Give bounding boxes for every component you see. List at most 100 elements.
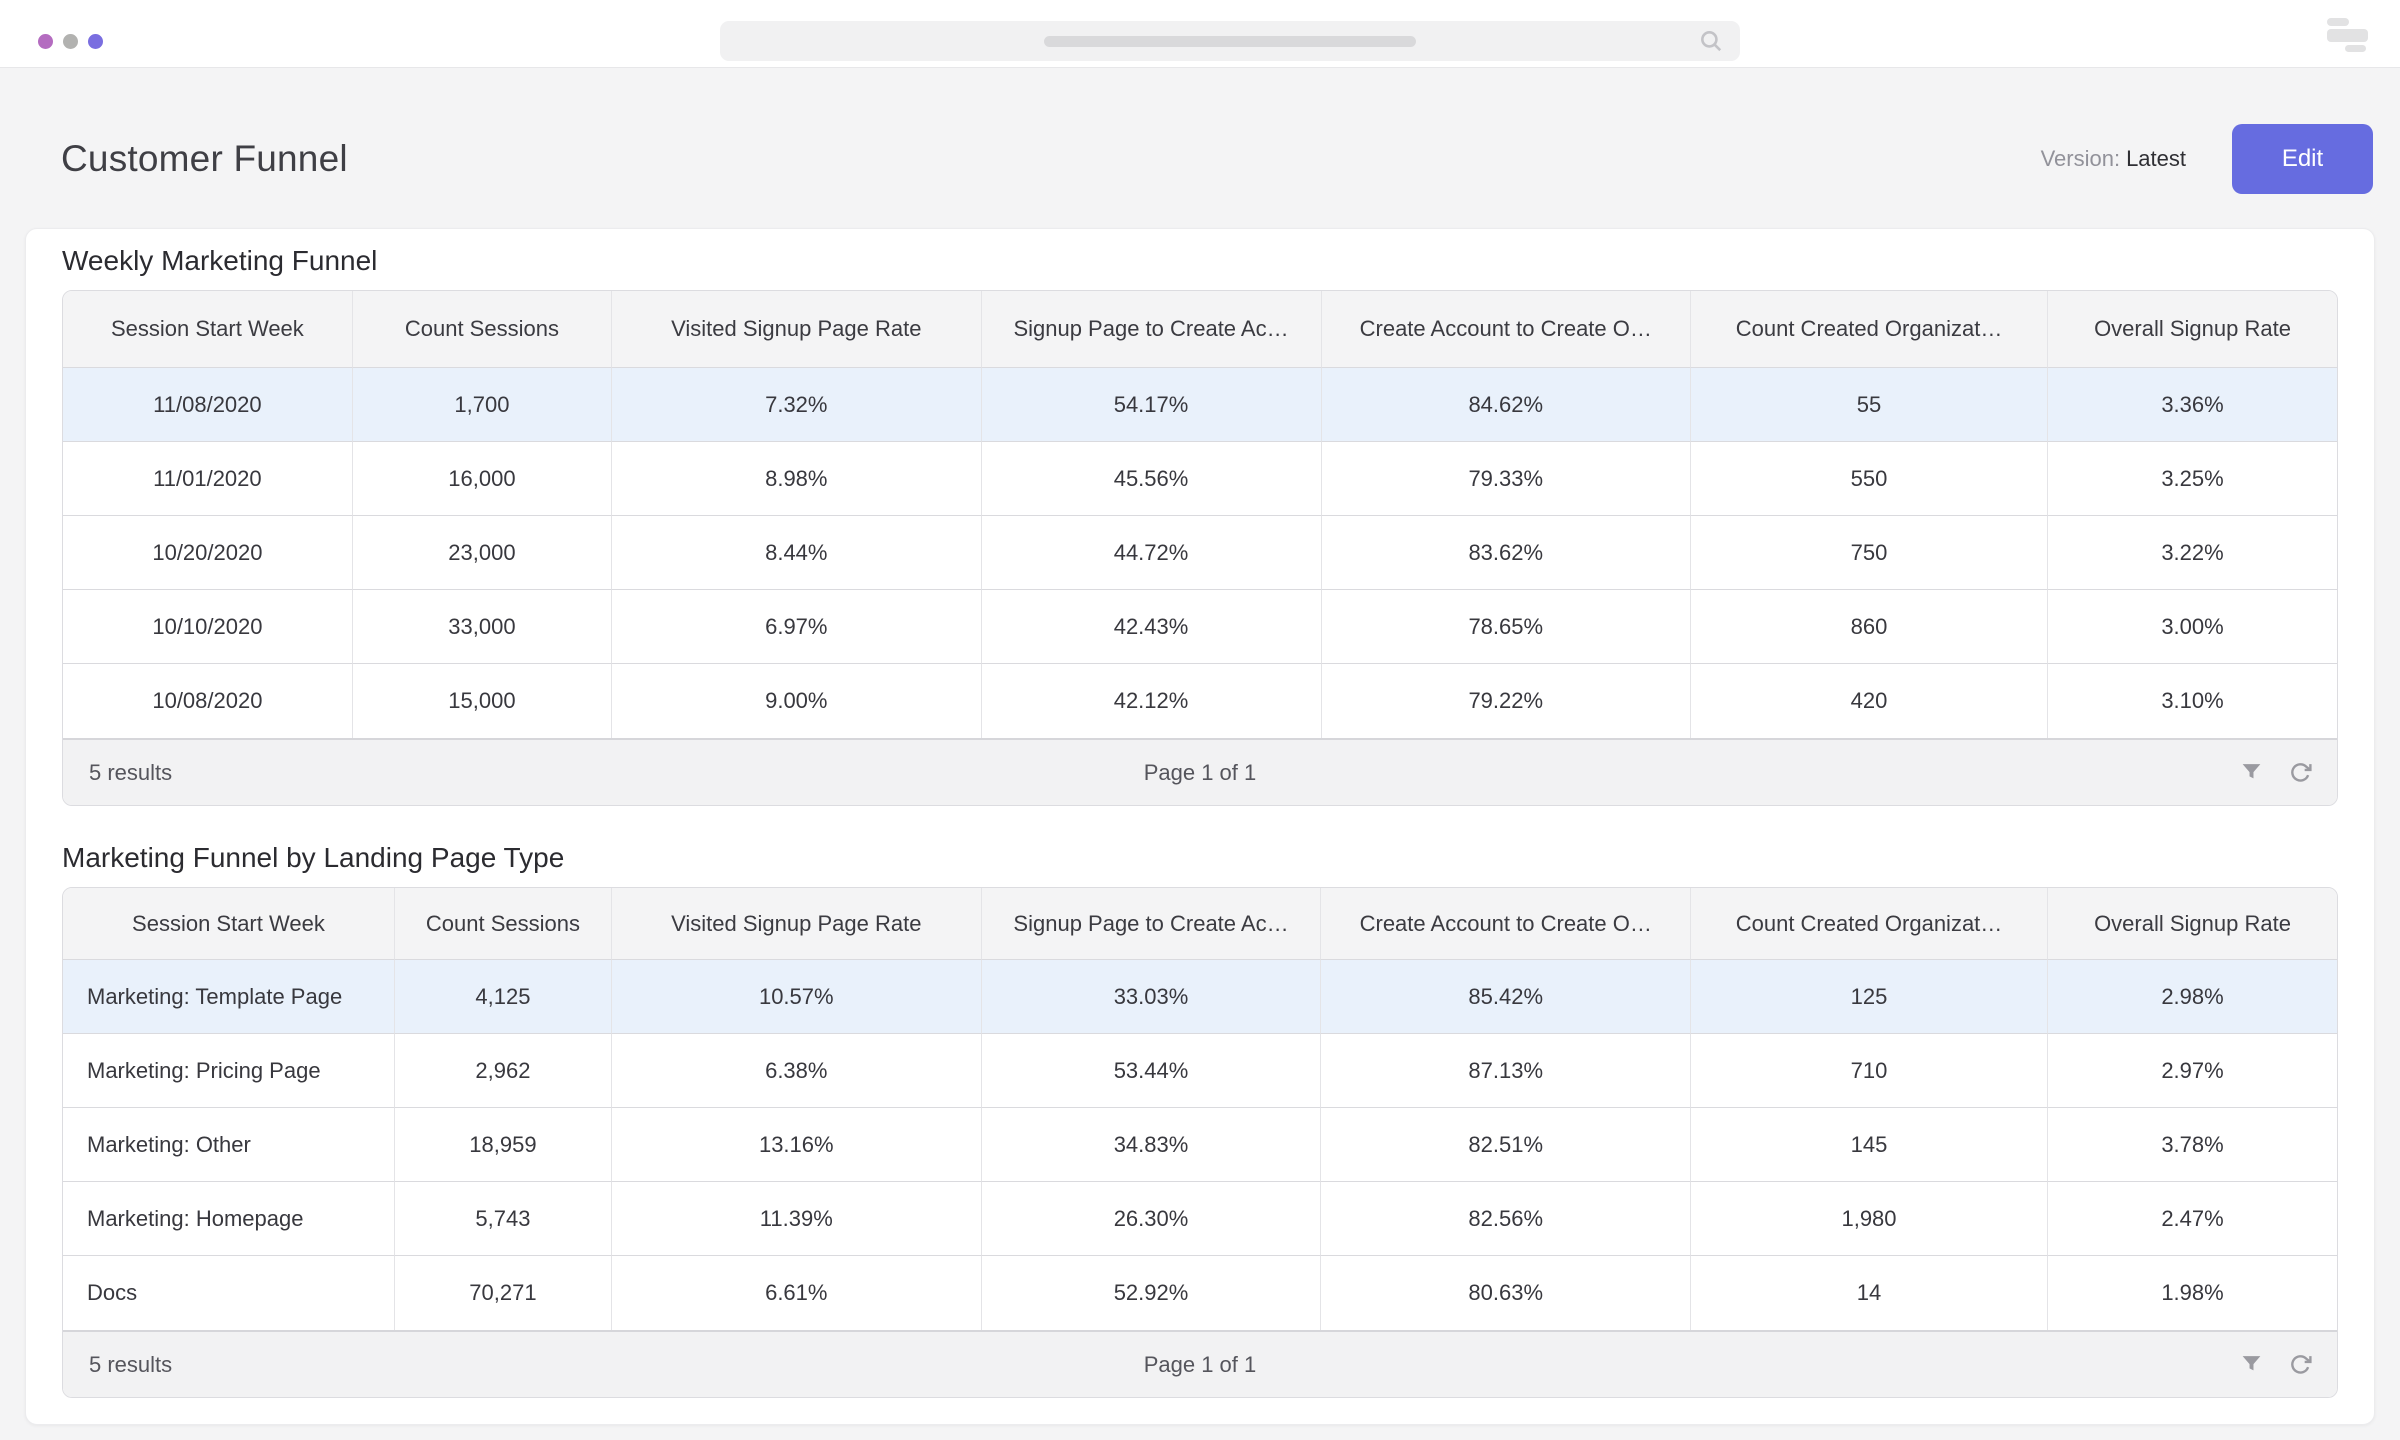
results-count: 5 results bbox=[89, 759, 173, 785]
search-icon[interactable] bbox=[1698, 28, 1724, 54]
window-dot-icon[interactable] bbox=[38, 34, 53, 49]
table-cell: Marketing: Homepage bbox=[63, 1182, 394, 1256]
table-footer: 5 results Page 1 of 1 bbox=[63, 1330, 2337, 1397]
refresh-icon[interactable] bbox=[2288, 760, 2313, 785]
table-cell: 44.72% bbox=[980, 516, 1321, 590]
page-indicator: Page 1 of 1 bbox=[1143, 1351, 1257, 1377]
table-cell: 4,125 bbox=[393, 960, 612, 1034]
table-row[interactable]: 11/08/2020 1,700 7.32% 54.17% 84.62% 55 3.36% bbox=[63, 368, 2337, 442]
table-cell: 3.36% bbox=[2047, 368, 2337, 442]
address-bar[interactable] bbox=[720, 21, 1740, 61]
table-row[interactable]: 10/08/2020 15,000 9.00% 42.12% 79.22% 420 3.10… bbox=[63, 664, 2337, 738]
table-cell: Docs bbox=[87, 1280, 138, 1305]
table-cell: 53.44% bbox=[980, 1034, 1321, 1108]
table-row[interactable]: Marketing: Other 18,959 13.16% 34.83% 82.51%… bbox=[63, 1108, 2337, 1182]
table-cell: 550 bbox=[1690, 442, 2048, 516]
column-header[interactable]: Session Start Week bbox=[63, 888, 394, 960]
page-title: Customer Funnel bbox=[61, 138, 348, 179]
table-row[interactable]: Marketing: Homepage 5,743 11.39% 26.30% 82.5… bbox=[63, 1182, 2337, 1256]
section-title: Weekly Marketing Funnel bbox=[62, 245, 378, 276]
table-cell: Marketing: Template Page bbox=[63, 960, 394, 1034]
table-cell: 8.98% bbox=[611, 442, 981, 516]
table-cell: 33,000 bbox=[351, 590, 612, 664]
table-cell: 42.12% bbox=[980, 664, 1321, 738]
table-cell: 70,271 bbox=[393, 1256, 611, 1330]
table-frame: Session Start Week Count Sessions Visited … bbox=[62, 290, 2338, 806]
table-cell: 11.39% bbox=[611, 1182, 981, 1256]
table-cell: 1.98% bbox=[2047, 1256, 2337, 1330]
column-header[interactable]: Count Created Organizat… bbox=[1690, 291, 2048, 368]
table-cell: 125 bbox=[1690, 960, 2048, 1034]
table-cell: 79.33% bbox=[1320, 442, 1691, 516]
table-cell: 15,000 bbox=[351, 664, 611, 738]
column-header[interactable]: Count Sessions bbox=[351, 291, 612, 368]
landing-page-funnel-table: Session Start Week Count Sessions Visited … bbox=[63, 888, 2337, 1330]
table-cell: 85.42% bbox=[1320, 960, 1690, 1034]
table-cell: 10/08/2020 bbox=[152, 688, 263, 713]
table-cell: 78.65% bbox=[1320, 590, 1691, 664]
table-cell: 11/08/2020 bbox=[63, 368, 352, 442]
table-cell: 33.03% bbox=[980, 960, 1321, 1034]
table-cell: 87.13% bbox=[1320, 1034, 1690, 1108]
refresh-icon[interactable] bbox=[2288, 1352, 2313, 1377]
column-header[interactable]: Session Start Week bbox=[63, 291, 352, 368]
window-dot-icon[interactable] bbox=[63, 34, 78, 49]
table-cell: 6.61% bbox=[611, 1256, 981, 1330]
table-row[interactable]: Docs 70,271 6.61% 52.92% 80.63% 14 1.98% bbox=[63, 1256, 2337, 1330]
table-cell: 55 bbox=[1690, 368, 2048, 442]
page-indicator: Page 1 of 1 bbox=[1143, 759, 1257, 785]
window-dot-icon[interactable] bbox=[88, 34, 103, 49]
window-controls bbox=[38, 34, 103, 49]
table-cell: 82.56% bbox=[1320, 1182, 1690, 1256]
column-header[interactable]: Count Created Organizat… bbox=[1690, 888, 2048, 960]
table-cell: 3.00% bbox=[2047, 590, 2337, 664]
table-row[interactable]: 11/01/2020 16,000 8.98% 45.56% 79.33% 550 3.25… bbox=[63, 442, 2337, 516]
filter-icon[interactable] bbox=[2239, 1352, 2264, 1377]
column-header[interactable]: Signup Page to Create Ac… bbox=[980, 888, 1321, 960]
table-cell: 1,980 bbox=[1690, 1182, 2048, 1256]
table-row[interactable]: 10/20/2020 23,000 8.44% 44.72% 83.62% 750 3.22… bbox=[63, 516, 2337, 590]
table-cell: 13.16% bbox=[611, 1108, 981, 1182]
section-title: Marketing Funnel by Landing Page Type bbox=[62, 842, 565, 873]
table-row[interactable]: Marketing: Template Page 4,125 10.57% 33.03… bbox=[63, 960, 2337, 1034]
column-header[interactable]: Visited Signup Page Rate bbox=[611, 291, 981, 368]
table-cell: 16,000 bbox=[351, 442, 612, 516]
table-cell: 7.32% bbox=[611, 368, 981, 442]
table-cell: 2.98% bbox=[2047, 960, 2337, 1034]
table-cell: Marketing: Pricing Page bbox=[63, 1034, 394, 1108]
column-header[interactable]: Create Account to Create O… bbox=[1320, 888, 1690, 960]
table-cell: 2,962 bbox=[393, 1034, 612, 1108]
table-cell: 1,700 bbox=[351, 368, 612, 442]
table-row[interactable]: Marketing: Pricing Page 2,962 6.38% 53.44% 8… bbox=[63, 1034, 2337, 1108]
table-cell: 145 bbox=[1690, 1108, 2048, 1182]
table-cell: 26.30% bbox=[980, 1182, 1321, 1256]
table-cell: 34.83% bbox=[980, 1108, 1321, 1182]
column-header[interactable]: Overall Signup Rate bbox=[2047, 888, 2337, 960]
table-cell: 18,959 bbox=[393, 1108, 612, 1182]
table-cell: 84.62% bbox=[1320, 368, 1691, 442]
column-header[interactable]: Overall Signup Rate bbox=[2047, 291, 2337, 368]
column-header[interactable]: Visited Signup Page Rate bbox=[611, 888, 981, 960]
header-row: Session Start Week Count Sessions Visited … bbox=[63, 291, 2337, 368]
table-cell: 2.97% bbox=[2047, 1034, 2337, 1108]
column-header[interactable]: Count Sessions bbox=[393, 888, 612, 960]
table-cell: 860 bbox=[1690, 590, 2048, 664]
table-cell: 3.78% bbox=[2047, 1108, 2337, 1182]
edit-button[interactable]: Edit bbox=[2232, 124, 2373, 194]
table-frame: Session Start Week Count Sessions Visited … bbox=[62, 887, 2338, 1398]
filter-icon[interactable] bbox=[2239, 760, 2264, 785]
table-cell: 10.57% bbox=[611, 960, 981, 1034]
column-header[interactable]: Signup Page to Create Ac… bbox=[980, 291, 1321, 368]
table-cell: 79.22% bbox=[1320, 664, 1691, 738]
table-cell: 5,743 bbox=[393, 1182, 612, 1256]
weekly-funnel-table: Session Start Week Count Sessions Visited … bbox=[63, 291, 2337, 738]
table-cell: 750 bbox=[1690, 516, 2048, 590]
header-row: Session Start Week Count Sessions Visited … bbox=[63, 888, 2337, 960]
results-count: 5 results bbox=[89, 1351, 173, 1377]
table-row[interactable]: 10/10/2020 33,000 6.97% 42.43% 78.65% 860 3.00… bbox=[63, 590, 2337, 664]
table-cell: 10/10/2020 bbox=[63, 590, 352, 664]
table-cell: 8.44% bbox=[611, 516, 981, 590]
layers-logo-icon bbox=[2327, 18, 2368, 52]
column-header[interactable]: Create Account to Create O… bbox=[1320, 291, 1691, 368]
table-cell: 80.63% bbox=[1320, 1256, 1690, 1330]
